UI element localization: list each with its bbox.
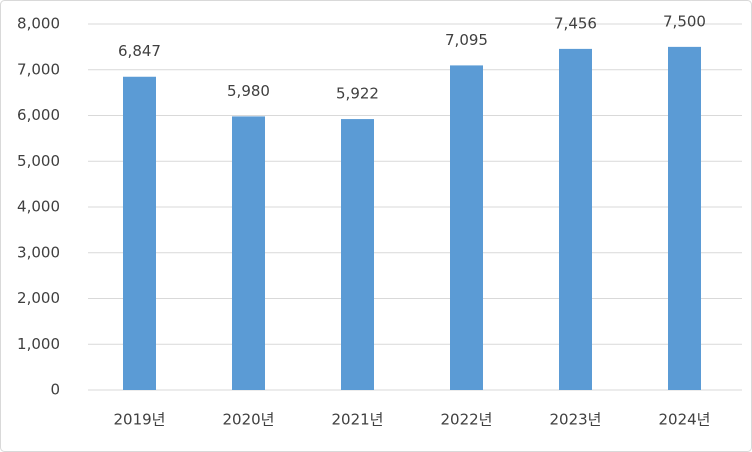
x-tick-label: 2022년 bbox=[441, 411, 493, 429]
x-tick-label: 2023년 bbox=[550, 411, 602, 429]
x-tick-label: 2019년 bbox=[114, 411, 166, 429]
bar bbox=[559, 48, 592, 390]
value-label: 6,847 bbox=[118, 42, 161, 60]
bar bbox=[232, 116, 265, 390]
bar bbox=[123, 76, 156, 390]
y-tick-label: 0 bbox=[50, 381, 60, 399]
y-tick-label: 5,000 bbox=[17, 152, 60, 170]
x-tick-label: 2024년 bbox=[659, 411, 711, 429]
bar bbox=[450, 65, 483, 390]
y-tick-label: 2,000 bbox=[17, 289, 60, 307]
x-tick-label: 2021년 bbox=[332, 411, 384, 429]
x-tick-label: 2020년 bbox=[223, 411, 275, 429]
value-label: 7,095 bbox=[445, 31, 488, 49]
bar bbox=[668, 46, 701, 390]
bar bbox=[341, 119, 374, 391]
value-label: 5,980 bbox=[227, 82, 270, 100]
y-tick-label: 6,000 bbox=[17, 106, 60, 124]
y-tick-label: 8,000 bbox=[17, 15, 60, 33]
y-tick-label: 1,000 bbox=[17, 335, 60, 353]
value-label: 7,500 bbox=[663, 12, 706, 30]
y-tick-label: 7,000 bbox=[17, 60, 60, 78]
value-label: 5,922 bbox=[336, 85, 379, 103]
y-tick-label: 3,000 bbox=[17, 243, 60, 261]
y-tick-label: 4,000 bbox=[17, 198, 60, 216]
value-label: 7,456 bbox=[554, 14, 597, 32]
